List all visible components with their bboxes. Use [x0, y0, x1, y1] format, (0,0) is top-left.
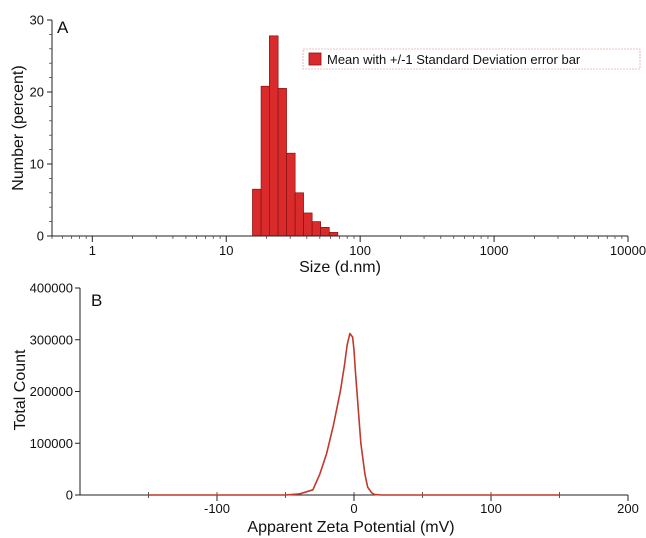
panel-a-ticks: 1 10 100 1000 10000 0 10 20 30	[30, 13, 646, 259]
panel-b-y-tick-label: 200000	[30, 384, 73, 399]
histogram-bar-4	[286, 152, 296, 237]
panel-b-x-tick-label: 200	[617, 501, 639, 516]
legend-label: Mean with +/-1 Standard Deviation error …	[327, 52, 581, 67]
panel-a-y-tick-label: 10	[30, 157, 44, 172]
panel-a-x-tick-label: 1	[89, 243, 96, 258]
panel-a-y-tick-label: 0	[37, 229, 44, 244]
panel-a-x-tick-label: 100	[349, 243, 371, 258]
histogram-bar-7	[311, 221, 322, 237]
panel-b-letter: B	[91, 291, 102, 310]
panel-a-letter: A	[57, 18, 69, 37]
panel-a-legend: Mean with +/-1 Standard Deviation error …	[302, 48, 641, 70]
panel-a-x-tick-label: 10	[219, 243, 233, 258]
panel-b-series-line	[148, 332, 560, 496]
histogram-bar-5	[294, 192, 304, 237]
panel-a-y-tick-label: 30	[30, 13, 44, 28]
histogram-bar-6	[303, 212, 313, 237]
panel-b-y-axis-title: Total Count	[12, 349, 29, 430]
panel-a-x-tick-label: 10000	[610, 243, 646, 258]
histogram-bar-0	[252, 188, 262, 237]
panel-b-zeta-potential: B -100 0 100 200 0 100000 200000 300000 400000 A…	[12, 281, 639, 537]
panel-b-y-tick-label: 300000	[30, 332, 73, 347]
panel-a-x-tick-label: 1000	[480, 243, 509, 258]
panel-b-x-axis-title: Apparent Zeta Potential (mV)	[247, 519, 454, 536]
histogram-bar-2	[269, 35, 279, 237]
panel-b-y-tick-label: 100000	[30, 436, 73, 451]
panel-a-x-axis-title: Size (d.nm)	[299, 259, 381, 276]
panel-a-y-axis-title: Number (percent)	[10, 65, 27, 190]
histogram-bar-9	[328, 232, 339, 237]
histogram-bar-1	[260, 85, 270, 237]
panel-b-x-tick-label: 100	[480, 501, 502, 516]
histogram-bar-8	[320, 227, 330, 237]
panel-b-x-tick-label: -100	[204, 501, 230, 516]
legend-swatch	[308, 52, 322, 66]
panel-b-ticks: -100 0 100 200 0 100000 200000 300000 400000	[30, 281, 639, 517]
panel-b-x-tick-label: 0	[350, 501, 357, 516]
panel-b-y-tick-label: 0	[66, 488, 73, 503]
panel-b-y-tick-label: 400000	[30, 281, 73, 296]
panel-a-y-tick-label: 20	[30, 85, 44, 100]
panel-a-size-distribution: A 1 10 100 1000 10000 0 10 20 30 Mean with +/-1 …	[10, 13, 646, 277]
histogram-bar-3	[277, 88, 287, 237]
legend-frame	[302, 48, 641, 70]
